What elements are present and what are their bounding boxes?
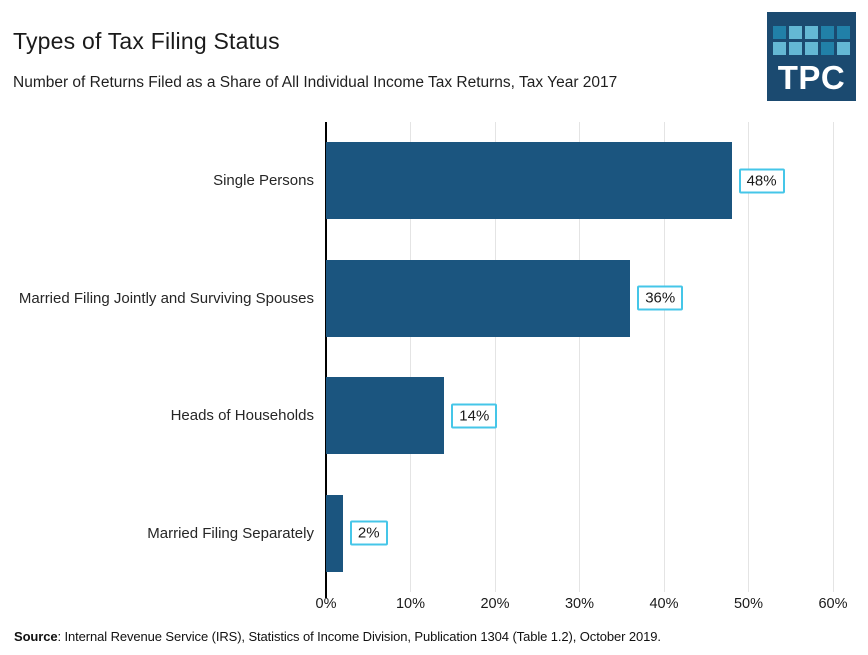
value-badge: 2% (349, 520, 388, 546)
x-tick-label: 20% (480, 596, 510, 612)
category-label: Single Persons (213, 172, 314, 190)
value-badge: 48% (738, 168, 785, 194)
x-axis-tick-labels: 0% 10% 20% 30% 40% 50% 60% (0, 596, 868, 616)
category-label: Married Filing Separately (147, 524, 314, 542)
x-tick-label: 30% (564, 596, 595, 612)
source-note: Source: Internal Revenue Service (IRS), … (14, 629, 661, 644)
logo-square-icon (773, 26, 786, 39)
source-text: : Internal Revenue Service (IRS), Statis… (57, 629, 661, 644)
bar-married-filing-separately (326, 494, 343, 572)
x-tick-label: 40% (649, 596, 679, 612)
gridline (748, 122, 749, 592)
x-tick-label: 60% (818, 596, 848, 612)
gridline (832, 122, 834, 592)
bar-heads-of-households (326, 377, 445, 454)
bar-row: 14% (326, 357, 833, 475)
logo-square-icon (805, 42, 818, 55)
tpc-logo-grid-icon (773, 26, 850, 55)
logo-square-icon (821, 26, 834, 39)
logo-square-icon (837, 42, 850, 55)
x-tick-label: 0% (315, 596, 337, 612)
logo-square-icon (821, 42, 834, 55)
tpc-logo: TPC (767, 12, 856, 101)
category-label: Heads of Households (170, 407, 314, 425)
value-badge: 36% (637, 285, 684, 311)
logo-square-icon (789, 26, 802, 39)
bar-married-filing-jointly-and-surviving-spouses (326, 259, 631, 337)
gridline (410, 122, 411, 592)
bar-single-persons (326, 142, 732, 219)
x-tick-label: 50% (733, 596, 764, 612)
gridline (663, 122, 665, 592)
bar-row: 48% (326, 122, 833, 240)
page-title: Types of Tax Filing Status (13, 28, 280, 54)
y-axis-line (325, 122, 327, 592)
bar-row: 36% (326, 240, 833, 358)
value-badge: 14% (451, 403, 498, 429)
tpc-logo-text: TPC (777, 59, 846, 96)
y-axis-labels: Single Persons Married Filing Jointly and… (0, 122, 314, 592)
logo-square-icon (789, 42, 802, 55)
logo-square-icon (773, 42, 786, 55)
plot-area: 48% 36% 14% 2% (325, 122, 834, 598)
x-tick-label: 10% (395, 596, 426, 612)
page-subtitle: Number of Returns Filed as a Share of Al… (13, 74, 618, 91)
source-label: Source (14, 629, 58, 644)
logo-square-icon (837, 26, 850, 39)
bar-row: 2% (326, 475, 833, 593)
x-axis-zero-tick (325, 592, 327, 598)
category-label: Married Filing Jointly and Surviving Spo… (18, 289, 314, 307)
gridline (494, 122, 496, 592)
gridline (579, 122, 580, 592)
logo-square-icon (805, 26, 818, 39)
